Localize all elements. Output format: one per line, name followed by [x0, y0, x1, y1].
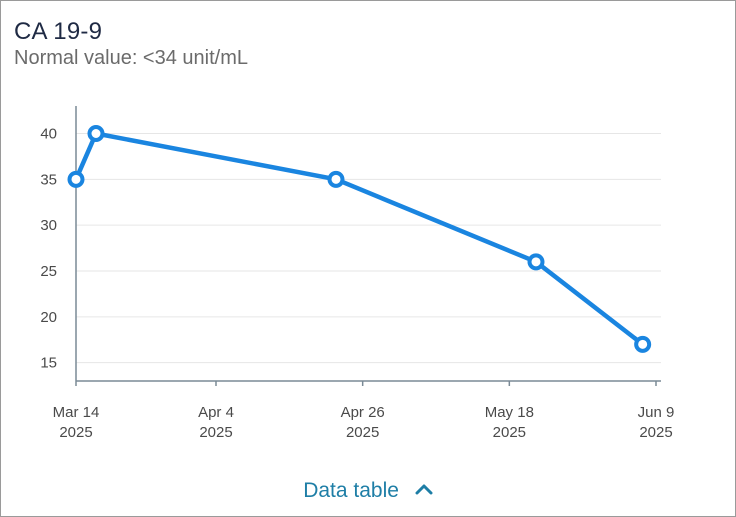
- chart-subtitle: Normal value: <34 unit/mL: [14, 47, 249, 69]
- x-tick-year-label: 2025: [199, 424, 232, 441]
- y-tick-label: 40: [40, 126, 57, 143]
- chevron-up-icon: [415, 477, 433, 501]
- data-point: [67, 170, 85, 188]
- y-tick-label: 25: [40, 263, 57, 280]
- y-tick-label: 15: [40, 355, 57, 372]
- data-point: [527, 253, 545, 271]
- x-tick-label: Apr 26: [341, 404, 385, 421]
- data-point: [634, 335, 652, 353]
- y-tick-label: 20: [40, 309, 57, 326]
- x-tick-year-label: 2025: [346, 424, 379, 441]
- x-tick-year-label: 2025: [59, 424, 92, 441]
- x-tick-label: May 18: [485, 404, 534, 421]
- x-tick-label: Mar 14: [53, 404, 100, 421]
- data-point: [87, 125, 105, 142]
- x-tick-year-label: 2025: [639, 424, 672, 441]
- chart-title: CA 19-9: [14, 18, 103, 45]
- data-table-label: Data table: [303, 479, 399, 502]
- series-line: [73, 131, 645, 347]
- x-tick-year-label: 2025: [493, 424, 526, 441]
- y-tick-label: 30: [40, 217, 57, 234]
- x-tick-label: Apr 4: [198, 404, 234, 421]
- x-tick-label: Jun 9: [638, 404, 675, 421]
- y-tick-label: 35: [40, 171, 57, 188]
- data-point: [327, 170, 345, 188]
- data-table-toggle[interactable]: Data table: [1, 479, 735, 503]
